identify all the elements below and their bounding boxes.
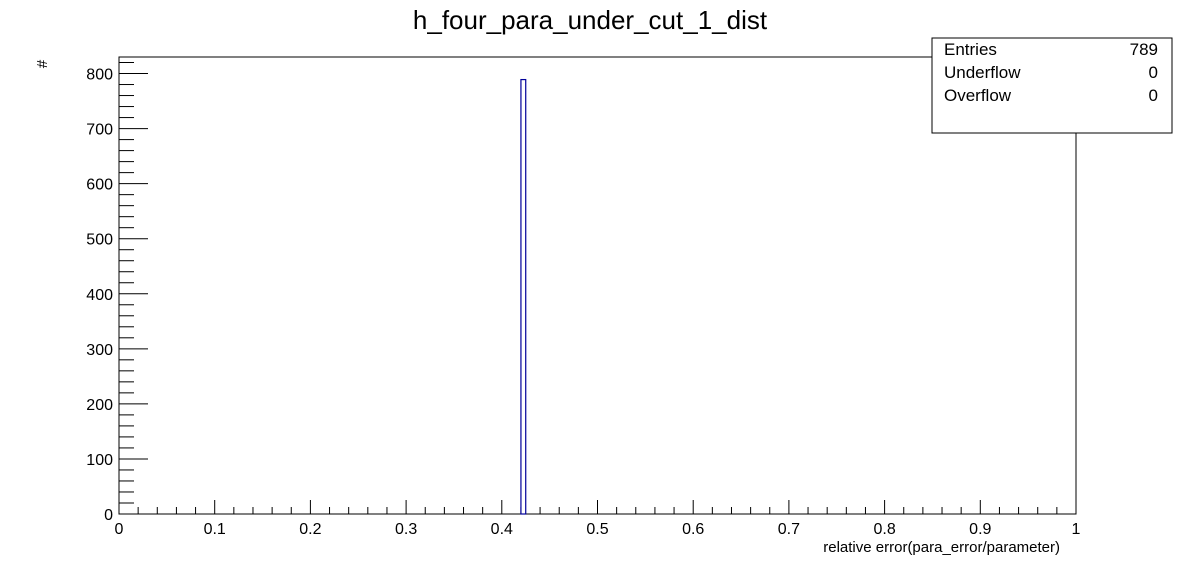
x-tick-label: 0.7 (778, 521, 800, 538)
stats-entries-value: 789 (1130, 40, 1158, 59)
chart-title: h_four_para_under_cut_1_dist (413, 5, 768, 35)
y-tick-label: 700 (86, 122, 113, 139)
x-tick-label: 0.8 (873, 521, 895, 538)
y-tick-label: 100 (86, 452, 113, 469)
x-tick-label: 0.9 (969, 521, 991, 538)
y-tick-label: 600 (86, 177, 113, 194)
stats-entries-label: Entries (944, 40, 997, 59)
stats-overflow-label: Overflow (944, 86, 1012, 105)
x-tick-label: 0.2 (299, 521, 321, 538)
stats-underflow-label: Underflow (944, 63, 1021, 82)
x-tick-label: 0 (115, 521, 124, 538)
y-tick-label: 800 (86, 67, 113, 84)
stats-underflow-value: 0 (1149, 63, 1158, 82)
y-tick-label: 0 (104, 507, 113, 524)
y-axis-title: # (34, 59, 51, 68)
stats-overflow-value: 0 (1149, 86, 1158, 105)
histogram-bar (520, 78, 527, 515)
stats-box-frame (931, 37, 1173, 134)
x-tick-label: 0.4 (491, 521, 513, 538)
x-tick-label: 0.1 (204, 521, 226, 538)
x-tick-label: 1 (1072, 521, 1081, 538)
x-tick-label: 0.6 (682, 521, 704, 538)
x-tick-label: 0.5 (586, 521, 608, 538)
y-axis: 0 100 200 300 400 500 600 700 800 (86, 62, 148, 524)
x-tick-label: 0.3 (395, 521, 417, 538)
y-tick-label: 200 (86, 397, 113, 414)
x-axis: 0 0.1 0.2 0.3 0.4 0.5 0.6 0.7 0.8 0.9 1 (115, 500, 1081, 538)
y-tick-label: 300 (86, 342, 113, 359)
y-tick-label: 400 (86, 287, 113, 304)
histogram-bars (520, 78, 527, 515)
stats-box: Entries 789 Underflow 0 Overflow 0 (931, 37, 1173, 134)
x-axis-title: relative error(para_error/parameter) (823, 539, 1060, 556)
y-tick-label: 500 (86, 232, 113, 249)
